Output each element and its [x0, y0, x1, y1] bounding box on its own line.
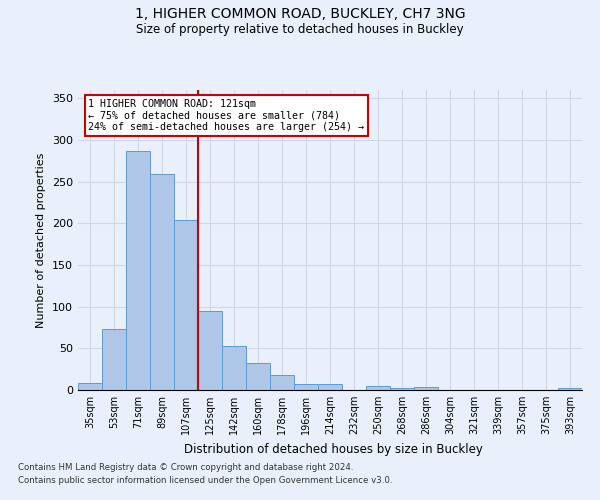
- Bar: [390, 388, 414, 390]
- Bar: [198, 311, 222, 390]
- Bar: [414, 386, 438, 390]
- Text: 1 HIGHER COMMON ROAD: 121sqm
← 75% of detached houses are smaller (784)
24% of s: 1 HIGHER COMMON ROAD: 121sqm ← 75% of de…: [88, 99, 364, 132]
- Bar: [150, 174, 174, 390]
- Bar: [366, 386, 390, 390]
- Y-axis label: Number of detached properties: Number of detached properties: [37, 152, 46, 328]
- Text: Contains public sector information licensed under the Open Government Licence v3: Contains public sector information licen…: [18, 476, 392, 485]
- Bar: [174, 220, 198, 390]
- Bar: [246, 364, 270, 390]
- Text: Size of property relative to detached houses in Buckley: Size of property relative to detached ho…: [136, 22, 464, 36]
- Text: Contains HM Land Registry data © Crown copyright and database right 2024.: Contains HM Land Registry data © Crown c…: [18, 464, 353, 472]
- Text: 1, HIGHER COMMON ROAD, BUCKLEY, CH7 3NG: 1, HIGHER COMMON ROAD, BUCKLEY, CH7 3NG: [134, 8, 466, 22]
- Bar: [294, 384, 318, 390]
- Bar: [78, 384, 102, 390]
- Text: Distribution of detached houses by size in Buckley: Distribution of detached houses by size …: [184, 442, 482, 456]
- Bar: [222, 346, 246, 390]
- Bar: [126, 151, 150, 390]
- Bar: [270, 375, 294, 390]
- Bar: [102, 329, 126, 390]
- Bar: [558, 388, 582, 390]
- Bar: [318, 384, 342, 390]
